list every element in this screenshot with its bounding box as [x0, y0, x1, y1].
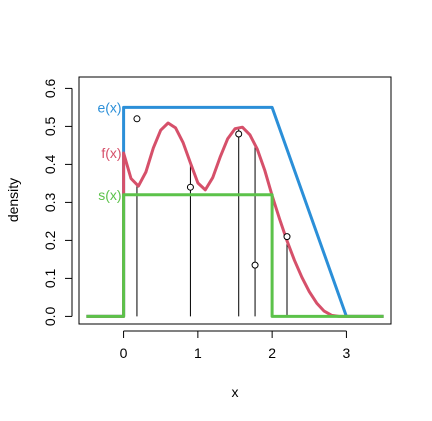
y-tick-label: 0.0 — [42, 306, 58, 326]
sample-point — [283, 233, 291, 241]
plot-frame — [78, 76, 392, 325]
x-tick-label: 2 — [268, 345, 276, 361]
series-labels: e(x) f(x) s(x) — [97, 99, 121, 202]
y-tick-label: 0.5 — [42, 116, 58, 136]
x-tick-label: 1 — [194, 345, 202, 361]
y-tick-label: 0.2 — [42, 230, 58, 250]
sample-point — [133, 115, 141, 123]
y-tick-label: 0.6 — [42, 78, 58, 98]
x-tick-label: 3 — [343, 345, 351, 361]
x-tick-label: 0 — [120, 345, 128, 361]
series-label: f(x) — [101, 145, 121, 161]
y-tick-label: 0.1 — [42, 268, 58, 288]
sample-point — [235, 130, 243, 138]
x-axis-label: x — [232, 384, 239, 400]
sample-point — [186, 183, 194, 191]
y-axis-label: density — [5, 178, 21, 222]
series-group — [86, 105, 384, 318]
series-line-sx — [86, 193, 384, 318]
series-label: s(x) — [98, 187, 121, 203]
sample-point — [251, 261, 259, 269]
vertical-lines-group — [136, 127, 288, 317]
series-label: e(x) — [97, 99, 121, 115]
y-tick-label: 0.3 — [42, 192, 58, 212]
series-line-ex — [86, 105, 384, 318]
points-group — [133, 115, 291, 269]
y-tick-label: 0.4 — [42, 154, 58, 174]
y-axis: 0.0 0.1 0.2 0.3 0.4 0.5 0.6 — [42, 78, 73, 326]
x-axis: 0 1 2 3 — [120, 330, 351, 361]
series-line-fx — [86, 121, 384, 318]
